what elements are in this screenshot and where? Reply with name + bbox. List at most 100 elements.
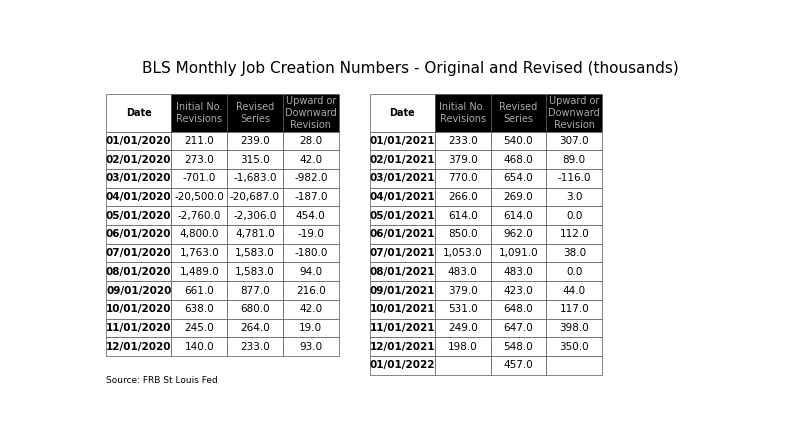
Text: -1,683.0: -1,683.0 [234,174,277,184]
Bar [106,206,171,225]
Text: 614.0: 614.0 [448,211,478,221]
Text: 44.0: 44.0 [562,286,586,296]
Text: 28.0: 28.0 [299,136,322,146]
Bar [227,262,283,281]
Text: Date: Date [390,108,415,118]
Text: -2,306.0: -2,306.0 [234,211,277,221]
Text: 454.0: 454.0 [296,211,326,221]
Bar [435,281,490,300]
Bar [370,281,435,300]
Bar [435,188,490,206]
Text: 264.0: 264.0 [240,323,270,333]
Text: 10/01/2020: 10/01/2020 [106,304,171,314]
Bar [546,94,602,132]
Text: 04/01/2020: 04/01/2020 [106,192,171,202]
Bar [490,337,546,356]
Text: 211.0: 211.0 [184,136,214,146]
Text: 11/01/2021: 11/01/2021 [370,323,435,333]
Bar [370,206,435,225]
Text: 06/01/2021: 06/01/2021 [370,229,435,239]
Text: 850.0: 850.0 [448,229,478,239]
Text: 483.0: 483.0 [504,267,534,277]
Bar [227,244,283,262]
Text: 962.0: 962.0 [504,229,534,239]
Text: 266.0: 266.0 [448,192,478,202]
Bar [370,150,435,169]
Bar [370,262,435,281]
Bar [435,206,490,225]
Bar [106,319,171,337]
Bar [370,244,435,262]
Bar [106,132,171,150]
Bar [546,244,602,262]
Text: -19.0: -19.0 [298,229,324,239]
Bar [171,244,227,262]
Text: 198.0: 198.0 [448,341,478,351]
Text: -982.0: -982.0 [294,174,327,184]
Text: -116.0: -116.0 [558,174,591,184]
Text: 483.0: 483.0 [448,267,478,277]
Text: 1,053.0: 1,053.0 [443,248,482,258]
Text: 273.0: 273.0 [184,155,214,165]
Bar [283,281,338,300]
Bar [370,188,435,206]
Bar [227,300,283,319]
Bar [370,337,435,356]
Bar [435,337,490,356]
Bar [227,94,283,132]
Text: 614.0: 614.0 [504,211,534,221]
Text: -180.0: -180.0 [294,248,327,258]
Bar [490,281,546,300]
Text: 457.0: 457.0 [504,360,534,370]
Bar [106,94,171,132]
Bar [106,150,171,169]
Bar [227,206,283,225]
Text: 648.0: 648.0 [504,304,534,314]
Bar [227,132,283,150]
Bar [546,188,602,206]
Text: 07/01/2020: 07/01/2020 [106,248,171,258]
Text: 233.0: 233.0 [240,341,270,351]
Text: 12/01/2020: 12/01/2020 [106,341,171,351]
Text: 647.0: 647.0 [504,323,534,333]
Bar [227,150,283,169]
Bar [171,206,227,225]
Bar [490,94,546,132]
Text: 42.0: 42.0 [299,155,322,165]
Bar [370,225,435,244]
Bar [490,300,546,319]
Bar [490,225,546,244]
Bar [490,319,546,337]
Text: 216.0: 216.0 [296,286,326,296]
Text: Revised
Series: Revised Series [236,102,274,124]
Bar [171,262,227,281]
Bar [227,281,283,300]
Text: 398.0: 398.0 [559,323,589,333]
Bar [171,300,227,319]
Text: 4,800.0: 4,800.0 [179,229,219,239]
Bar [490,356,546,375]
Text: Upward or
Downward
Revision: Upward or Downward Revision [285,96,337,129]
Text: 03/01/2021: 03/01/2021 [370,174,435,184]
Bar [106,225,171,244]
Bar [435,244,490,262]
Bar [227,337,283,356]
Text: 638.0: 638.0 [184,304,214,314]
Text: 01/01/2022: 01/01/2022 [370,360,435,370]
Bar [435,356,490,375]
Bar [546,356,602,375]
Bar [546,150,602,169]
Bar [435,262,490,281]
Text: 770.0: 770.0 [448,174,478,184]
Bar [283,132,338,150]
Bar [171,150,227,169]
Text: 233.0: 233.0 [448,136,478,146]
Bar [490,150,546,169]
Bar [283,262,338,281]
Bar [227,225,283,244]
Text: 1,583.0: 1,583.0 [235,248,275,258]
Text: 08/01/2020: 08/01/2020 [106,267,171,277]
Bar [435,300,490,319]
Text: 540.0: 540.0 [504,136,534,146]
Bar [370,300,435,319]
